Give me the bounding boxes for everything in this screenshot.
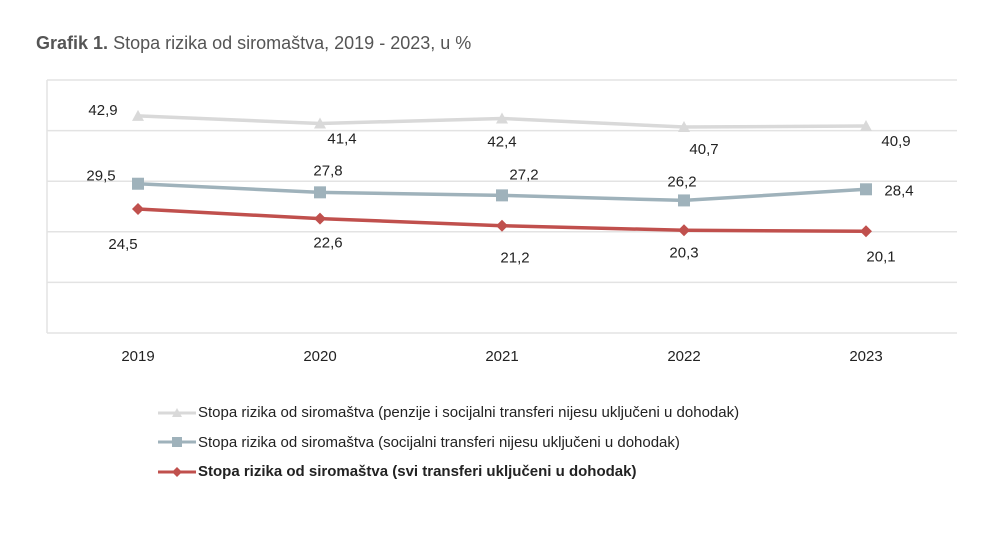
series-3-point-2020	[314, 212, 326, 225]
chart-title-prefix: Grafik 1.	[36, 33, 109, 53]
series-1-data-label-2019: 42,9	[88, 102, 117, 119]
series-3-point-2021	[496, 219, 508, 232]
x-tick-label-2020: 2020	[303, 348, 336, 365]
series-3-point-2022	[678, 224, 690, 237]
series-1-data-label-2021: 42,4	[487, 133, 516, 150]
x-tick-label-2019: 2019	[121, 348, 154, 365]
legend-item-1: Stopa rizika od siromaštva (penzije i so…	[158, 398, 739, 428]
series-2-data-label-2019: 29,5	[86, 168, 115, 185]
legend-label-3: Stopa rizika od siromaštva (svi transfer…	[198, 463, 637, 481]
series-3-data-label-2020: 22,6	[313, 235, 342, 252]
chart-legend: Stopa rizika od siromaštva (penzije i so…	[158, 398, 739, 487]
legend-label-1: Stopa rizika od siromaštva (penzije i so…	[198, 404, 740, 422]
line-chart: 2019 2020 2021 2022 2023 42,9 41,4 42,4 40,7 40,9…	[46, 79, 957, 365]
series-1-point-2019	[132, 109, 144, 121]
legend-item-2: Stopa rizika od siromaštva (socijalni tr…	[158, 428, 739, 458]
legend-label-2: Stopa rizika od siromaštva (socijalni tr…	[198, 433, 680, 451]
series-2-point-2019	[132, 177, 144, 190]
chart-title: Grafik 1. Stopa rizika od siromaštva, 20…	[36, 33, 471, 54]
series-3-point-2023	[860, 225, 872, 238]
x-tick-label-2022: 2022	[667, 348, 700, 365]
series-1-data-label-2020: 41,4	[327, 131, 356, 148]
series-3-point-2019	[132, 203, 144, 216]
x-tick-label-2021: 2021	[485, 348, 518, 365]
series-2-point-2023	[860, 183, 872, 196]
series-2-data-label-2021: 27,2	[509, 166, 538, 183]
series-1-point-2022	[678, 121, 690, 133]
series-2-point-2020	[314, 186, 326, 199]
series-3-data-label-2019: 24,5	[108, 236, 137, 253]
series-3-data-label-2021: 21,2	[500, 250, 529, 267]
x-tick-label-2023: 2023	[849, 348, 882, 365]
series-2-point-2021	[496, 189, 508, 202]
series-2-data-label-2020: 27,8	[313, 162, 342, 179]
series-3-data-label-2022: 20,3	[669, 244, 698, 261]
series-1-point-2023	[860, 120, 872, 132]
series-1-data-label-2023: 40,9	[881, 133, 910, 150]
legend-item-3: Stopa rizika od siromaštva (svi transfer…	[158, 457, 739, 487]
series-1-data-label-2022: 40,7	[689, 141, 718, 158]
legend-swatch-diamond-icon	[158, 466, 196, 477]
series-2-data-label-2022: 26,2	[667, 173, 696, 190]
chart-title-text: Stopa rizika od siromaštva, 2019 - 2023,…	[113, 33, 472, 53]
series-2-point-2022	[678, 194, 690, 207]
series-1-point-2021	[496, 112, 508, 124]
series-1-point-2020	[314, 117, 326, 129]
series-2-data-label-2023: 28,4	[884, 182, 913, 199]
series-3-data-label-2023: 20,1	[866, 248, 895, 265]
legend-swatch-square-icon	[158, 437, 196, 448]
legend-swatch-triangle-icon	[158, 407, 196, 417]
